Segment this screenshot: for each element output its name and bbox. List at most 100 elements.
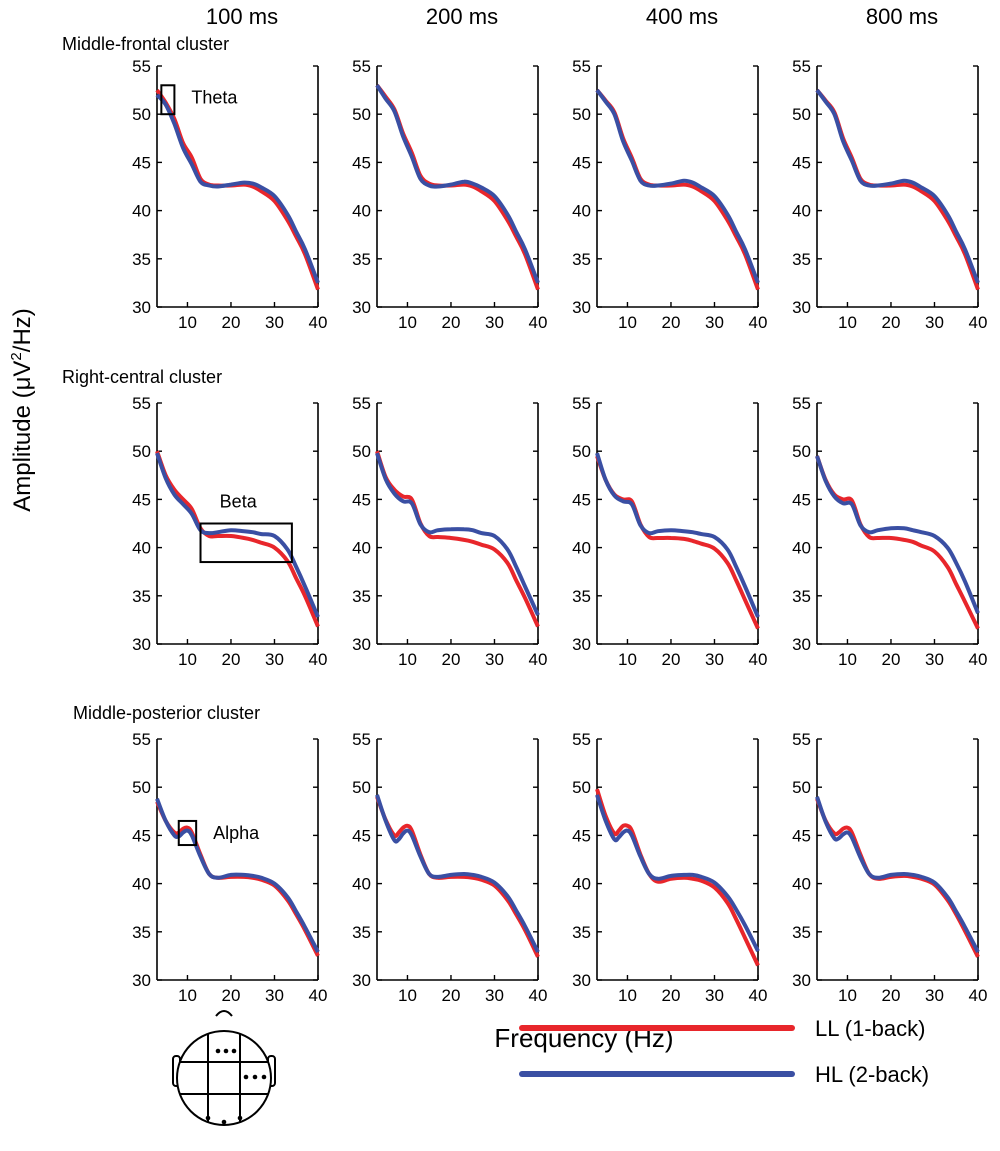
- legend: LL (1-back) HL (2-back): [519, 1016, 929, 1087]
- x-tick-label: 30: [925, 650, 944, 669]
- y-tick-label: 40: [792, 539, 811, 558]
- y-tick-label: 50: [132, 778, 151, 797]
- y-tick-label: 30: [792, 971, 811, 990]
- y-tick-label: 40: [572, 539, 591, 558]
- y-tick-label: 50: [572, 778, 591, 797]
- y-tick-label: 45: [352, 826, 371, 845]
- x-tick-label: 20: [882, 313, 901, 332]
- series-hl-line: [595, 88, 760, 284]
- x-tick-label: 40: [749, 986, 768, 1005]
- y-tick-label: 45: [352, 153, 371, 172]
- series-ll-line: [595, 788, 760, 967]
- y-tick-label: 50: [352, 778, 371, 797]
- y-tick-label: 35: [572, 587, 591, 606]
- series-hl-line: [375, 452, 540, 616]
- x-tick-label: 20: [442, 650, 461, 669]
- x-tick-label: 30: [705, 313, 724, 332]
- x-tick-label: 10: [838, 986, 857, 1005]
- y-tick-label: 30: [572, 971, 591, 990]
- panel-r3-c1: 30 35 40 45 50 55 10 20 30 40 Alpha: [132, 730, 327, 1005]
- x-tick-label: 10: [178, 986, 197, 1005]
- y-tick-label: 40: [572, 875, 591, 894]
- panel-r2-c2: 30 35 40 45 50 55 10 20 30 40: [352, 394, 547, 669]
- y-tick-label: 40: [132, 202, 151, 221]
- y-tick-label: 55: [352, 394, 371, 413]
- x-tick-label: 20: [222, 313, 241, 332]
- y-tick-label: 40: [792, 875, 811, 894]
- x-tick-label: 40: [309, 986, 328, 1005]
- legend-label-hl: HL (2-back): [815, 1062, 929, 1087]
- y-tick-label: 30: [132, 635, 151, 654]
- row-title-middle-posterior: Middle-posterior cluster: [73, 703, 260, 723]
- y-tick-label: 40: [352, 875, 371, 894]
- y-tick-label: 35: [132, 250, 151, 269]
- row-title-right-central: Right-central cluster: [62, 367, 222, 387]
- y-tick-label: 40: [132, 875, 151, 894]
- y-tick-label: 55: [132, 57, 151, 76]
- x-tick-label: 30: [265, 650, 284, 669]
- y-tick-label: 30: [792, 298, 811, 317]
- x-tick-label: 40: [529, 986, 548, 1005]
- x-tick-label: 40: [749, 313, 768, 332]
- y-tick-label: 50: [572, 105, 591, 124]
- x-tick-label: 10: [618, 650, 637, 669]
- x-tick-label: 30: [485, 313, 504, 332]
- y-tick-label: 40: [132, 539, 151, 558]
- panel-r3-c4: 30 35 40 45 50 55 10 20 30 40: [792, 730, 987, 1005]
- column-title-800ms: 800 ms: [866, 4, 938, 29]
- x-tick-label: 30: [705, 986, 724, 1005]
- x-tick-label: 30: [925, 986, 944, 1005]
- series-ll-line: [815, 455, 980, 630]
- y-axis-label: Amplitude (μV2/Hz): [8, 308, 36, 512]
- x-tick-label: 40: [309, 313, 328, 332]
- x-tick-label: 30: [705, 650, 724, 669]
- y-tick-label: 40: [792, 202, 811, 221]
- panel-r1-c3: 30 35 40 45 50 55 10 20 30 40: [572, 57, 767, 332]
- annotation-label-theta: Theta: [191, 87, 238, 107]
- y-tick-label: 30: [132, 298, 151, 317]
- y-tick-label: 30: [572, 635, 591, 654]
- x-tick-label: 40: [969, 313, 988, 332]
- y-tick-label: 55: [572, 730, 591, 749]
- y-tick-label: 30: [352, 298, 371, 317]
- row-title-middle-frontal: Middle-frontal cluster: [62, 34, 229, 54]
- x-tick-label: 10: [178, 313, 197, 332]
- y-tick-label: 45: [132, 153, 151, 172]
- y-axis-label-tail: /Hz): [9, 308, 36, 352]
- x-tick-label: 10: [398, 650, 417, 669]
- y-tick-label: 45: [792, 153, 811, 172]
- column-title-400ms: 400 ms: [646, 4, 718, 29]
- y-tick-label: 35: [352, 587, 371, 606]
- series-hl-line: [375, 794, 540, 953]
- y-tick-label: 45: [572, 826, 591, 845]
- y-tick-label: 50: [792, 105, 811, 124]
- x-tick-label: 30: [265, 986, 284, 1005]
- series-ll-line: [155, 450, 320, 628]
- series-ll-line: [375, 450, 540, 628]
- x-tick-label: 20: [222, 650, 241, 669]
- x-tick-label: 10: [398, 313, 417, 332]
- y-tick-label: 50: [352, 105, 371, 124]
- y-tick-label: 35: [572, 923, 591, 942]
- series-ll-line: [155, 88, 320, 291]
- x-tick-label: 30: [485, 986, 504, 1005]
- y-tick-label: 35: [132, 923, 151, 942]
- x-tick-label: 40: [529, 313, 548, 332]
- y-tick-label: 50: [572, 442, 591, 461]
- series-hl-line: [595, 794, 760, 952]
- x-tick-label: 20: [662, 650, 681, 669]
- y-tick-label: 50: [132, 105, 151, 124]
- y-tick-label: 30: [132, 971, 151, 990]
- y-tick-label: 50: [132, 442, 151, 461]
- series-hl-line: [595, 452, 760, 618]
- x-tick-label: 30: [485, 650, 504, 669]
- panel-grid: 30 35 40 45 50 55 10 20 30 40 Theta 30 35 40 45 50 55 10 2…: [132, 57, 987, 1005]
- y-tick-label: 30: [352, 635, 371, 654]
- annotation-label-beta: Beta: [220, 492, 258, 512]
- x-tick-label: 10: [838, 313, 857, 332]
- y-tick-label: 30: [572, 298, 591, 317]
- x-tick-label: 20: [662, 313, 681, 332]
- y-tick-label: 35: [352, 250, 371, 269]
- y-tick-label: 35: [572, 250, 591, 269]
